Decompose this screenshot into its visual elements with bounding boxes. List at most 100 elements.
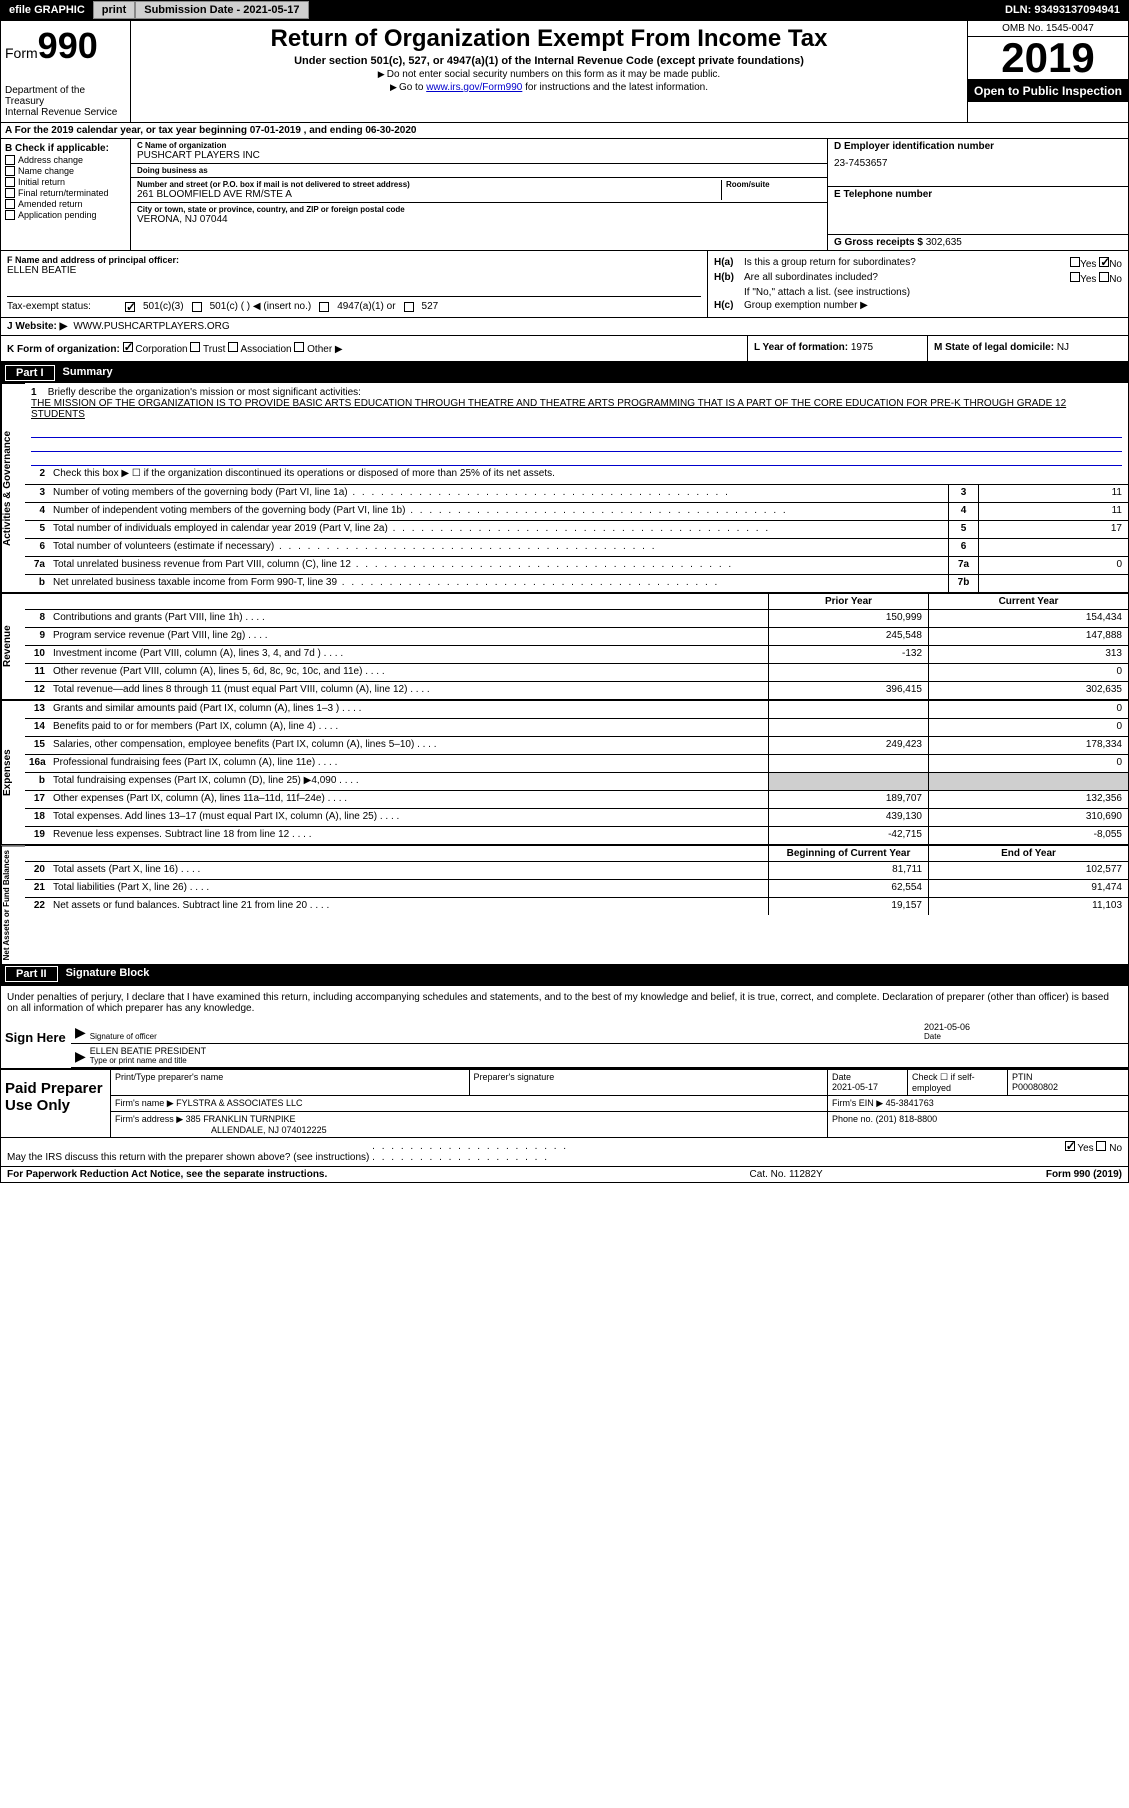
- officer-label: F Name and address of principal officer:: [7, 255, 701, 265]
- form-org-label: K Form of organization:: [7, 344, 120, 355]
- hb-no[interactable]: [1099, 272, 1109, 282]
- firm-addr-label: Firm's address ▶: [115, 1114, 183, 1124]
- chk-name[interactable]: [5, 166, 15, 176]
- line-row: 5Total number of individuals employed in…: [25, 520, 1128, 538]
- hb-note: If "No," attach a list. (see instruction…: [744, 287, 1122, 298]
- line-row: 15Salaries, other compensation, employee…: [25, 736, 1128, 754]
- open-public-badge: Open to Public Inspection: [968, 80, 1128, 102]
- city-label: City or town, state or province, country…: [137, 205, 821, 214]
- chk-4947[interactable]: [319, 302, 329, 312]
- sig-declaration: Under penalties of perjury, I declare th…: [7, 992, 1122, 1014]
- line-row: 19Revenue less expenses. Subtract line 1…: [25, 826, 1128, 844]
- org-name-label: C Name of organization: [137, 141, 821, 150]
- officer-name: ELLEN BEATIE: [7, 265, 701, 276]
- line-row: 6Total number of volunteers (estimate if…: [25, 538, 1128, 556]
- sidelabel-exp: Expenses: [1, 700, 25, 844]
- chk-corp[interactable]: [123, 342, 133, 352]
- part2-title: Signature Block: [58, 966, 158, 982]
- check-b-label: B Check if applicable:: [5, 143, 126, 154]
- firm-addr2: ALLENDALE, NJ 074012225: [211, 1125, 327, 1135]
- hb-yes[interactable]: [1070, 272, 1080, 282]
- form-title: Return of Organization Exempt From Incom…: [139, 25, 959, 53]
- paperwork-notice: For Paperwork Reduction Act Notice, see …: [7, 1169, 526, 1180]
- firm-ein: 45-3841763: [886, 1098, 934, 1108]
- line-row: 2Check this box ▶ ☐ if the organization …: [25, 466, 1128, 484]
- chk-address[interactable]: [5, 155, 15, 165]
- sidelabel-rev: Revenue: [1, 593, 25, 699]
- chk-initial[interactable]: [5, 177, 15, 187]
- part2-label: Part II: [5, 966, 58, 982]
- line-row: 4Number of independent voting members of…: [25, 502, 1128, 520]
- firm-phone: (201) 818-8800: [876, 1114, 938, 1124]
- mission-text: THE MISSION OF THE ORGANIZATION IS TO PR…: [31, 398, 1066, 420]
- ha-label: Is this a group return for subordinates?: [744, 257, 1070, 270]
- chk-amended[interactable]: [5, 199, 15, 209]
- hb-label: Are all subordinates included?: [744, 272, 1070, 285]
- form-number: Form990: [5, 25, 126, 67]
- eoy-header: End of Year: [928, 846, 1128, 861]
- line-row: bTotal fundraising expenses (Part IX, co…: [25, 772, 1128, 790]
- form-main: Form990 Department of the Treasury Inter…: [0, 20, 1129, 1183]
- line-row: 21Total liabilities (Part X, line 26) . …: [25, 879, 1128, 897]
- line-row: bNet unrelated business taxable income f…: [25, 574, 1128, 592]
- sidelabel-ag: Activities & Governance: [1, 383, 25, 592]
- chk-trust[interactable]: [190, 342, 200, 352]
- chk-other[interactable]: [294, 342, 304, 352]
- hc-label: Group exemption number ▶: [744, 300, 1122, 311]
- part1-label: Part I: [5, 365, 55, 381]
- discuss-no[interactable]: [1096, 1141, 1106, 1151]
- website-url: WWW.PUSHCARTPLAYERS.ORG: [73, 321, 229, 332]
- ssn-note: Do not enter social security numbers on …: [139, 69, 959, 80]
- city-value: VERONA, NJ 07044: [137, 214, 821, 225]
- chk-assn[interactable]: [228, 342, 238, 352]
- line-row: 11Other revenue (Part VIII, column (A), …: [25, 663, 1128, 681]
- part2-header: Part II Signature Block: [1, 964, 1128, 984]
- print-button[interactable]: print: [93, 1, 135, 19]
- part1-title: Summary: [55, 365, 121, 381]
- domicile: NJ: [1057, 342, 1069, 353]
- section-klm: K Form of organization: Corporation Trus…: [1, 336, 1128, 363]
- dln-label: DLN: 93493137094941: [997, 2, 1128, 18]
- tax-year: 2019: [968, 37, 1128, 80]
- tax-status-label: Tax-exempt status:: [7, 301, 117, 312]
- dba-label: Doing business as: [137, 166, 821, 175]
- org-name: PUSHCART PLAYERS INC: [137, 150, 821, 161]
- line-1-num: 1: [31, 387, 45, 398]
- addr-value: 261 BLOOMFIELD AVE RM/STE A: [137, 189, 721, 200]
- phone-label: E Telephone number: [834, 189, 1122, 200]
- ptin: P00080802: [1012, 1082, 1124, 1092]
- line-row: 20Total assets (Part X, line 16) . . . .…: [25, 861, 1128, 879]
- prep-date-label: Date: [832, 1072, 903, 1082]
- submission-date-button[interactable]: Submission Date - 2021-05-17: [135, 1, 308, 19]
- ha-yes[interactable]: [1070, 257, 1080, 267]
- firm-name: FYLSTRA & ASSOCIATES LLC: [176, 1098, 302, 1108]
- chk-pending[interactable]: [5, 210, 15, 220]
- irs-link[interactable]: www.irs.gov/Form990: [426, 82, 522, 93]
- chk-527[interactable]: [404, 302, 414, 312]
- sig-name-label: Type or print name and title: [90, 1056, 1124, 1065]
- top-bar: efile GRAPHIC print Submission Date - 20…: [0, 0, 1129, 20]
- line-row: 22Net assets or fund balances. Subtract …: [25, 897, 1128, 915]
- prep-name-label: Print/Type preparer's name: [115, 1072, 465, 1082]
- gross-label: G Gross receipts $: [834, 237, 923, 248]
- sign-here-label: Sign Here: [1, 1020, 71, 1068]
- website-row: J Website: ▶ WWW.PUSHCARTPLAYERS.ORG: [1, 318, 1128, 336]
- arrow-icon: ▶: [75, 1024, 86, 1041]
- chk-final[interactable]: [5, 188, 15, 198]
- prep-date: 2021-05-17: [832, 1082, 903, 1092]
- chk-501c[interactable]: [192, 302, 202, 312]
- year-formation: 1975: [851, 342, 873, 353]
- discuss-yes[interactable]: [1065, 1141, 1075, 1151]
- efile-label: efile GRAPHIC: [1, 2, 93, 18]
- chk-501c3[interactable]: [125, 302, 135, 312]
- line-row: 18Total expenses. Add lines 13–17 (must …: [25, 808, 1128, 826]
- firm-addr1: 385 FRANKLIN TURNPIKE: [186, 1114, 296, 1124]
- line-row: 10Investment income (Part VIII, column (…: [25, 645, 1128, 663]
- ha-no[interactable]: [1099, 257, 1109, 267]
- discuss-label: May the IRS discuss this return with the…: [7, 1141, 1065, 1163]
- section-fh: F Name and address of principal officer:…: [1, 251, 1128, 318]
- domicile-label: M State of legal domicile:: [934, 342, 1054, 353]
- sig-name: ELLEN BEATIE PRESIDENT: [90, 1046, 1124, 1056]
- period-row: A For the 2019 calendar year, or tax yea…: [1, 122, 1128, 139]
- room-label: Room/suite: [726, 180, 821, 189]
